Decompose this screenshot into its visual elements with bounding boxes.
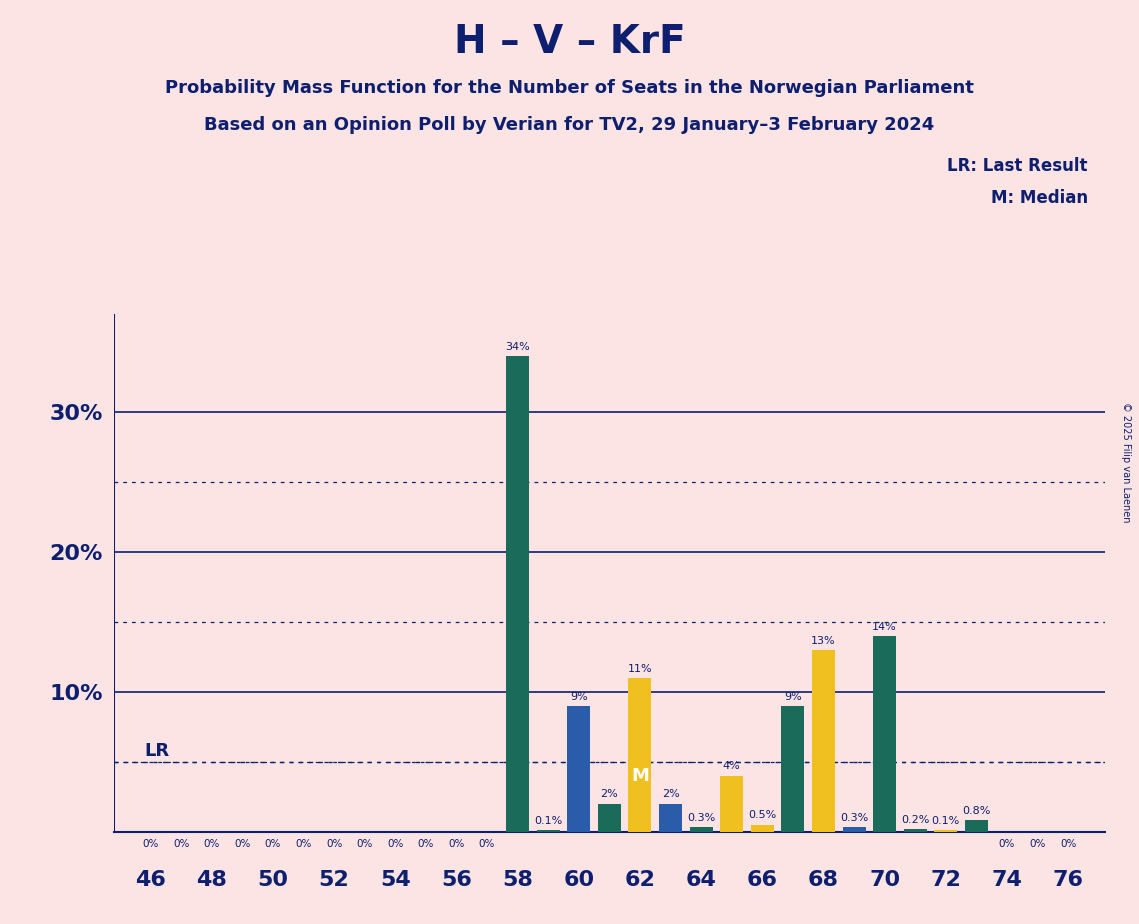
Text: 13%: 13% xyxy=(811,636,836,646)
Bar xyxy=(781,706,804,832)
Bar xyxy=(629,678,652,832)
Text: 14%: 14% xyxy=(872,622,898,632)
Text: 0.1%: 0.1% xyxy=(534,816,563,826)
Text: 0.3%: 0.3% xyxy=(687,813,715,823)
Text: 9%: 9% xyxy=(784,691,802,701)
Text: 0.5%: 0.5% xyxy=(748,810,777,821)
Text: 0%: 0% xyxy=(1060,839,1076,848)
Text: 0%: 0% xyxy=(142,839,158,848)
Text: H – V – KrF: H – V – KrF xyxy=(453,23,686,61)
Bar xyxy=(812,650,835,832)
Text: 0%: 0% xyxy=(326,839,343,848)
Text: 4%: 4% xyxy=(723,761,740,772)
Text: © 2025 Filip van Laenen: © 2025 Filip van Laenen xyxy=(1121,402,1131,522)
Text: 2%: 2% xyxy=(600,789,618,799)
Bar xyxy=(720,775,743,832)
Text: 0.8%: 0.8% xyxy=(962,807,991,816)
Text: 0%: 0% xyxy=(478,839,495,848)
Bar xyxy=(506,356,530,832)
Text: M: M xyxy=(631,767,649,785)
Text: 0%: 0% xyxy=(418,839,434,848)
Text: 0%: 0% xyxy=(1030,839,1046,848)
Text: 0%: 0% xyxy=(387,839,403,848)
Text: 0%: 0% xyxy=(204,839,220,848)
Text: 0%: 0% xyxy=(449,839,465,848)
Text: 11%: 11% xyxy=(628,663,653,674)
Text: LR: LR xyxy=(145,742,170,760)
Text: 0%: 0% xyxy=(999,839,1015,848)
Text: 2%: 2% xyxy=(662,789,679,799)
Text: LR: Last Result: LR: Last Result xyxy=(948,157,1088,175)
Bar xyxy=(567,706,590,832)
Text: 34%: 34% xyxy=(506,342,530,352)
Text: Based on an Opinion Poll by Verian for TV2, 29 January–3 February 2024: Based on an Opinion Poll by Verian for T… xyxy=(204,116,935,133)
Text: 0%: 0% xyxy=(235,839,251,848)
Text: 0%: 0% xyxy=(264,839,281,848)
Text: 0%: 0% xyxy=(295,839,312,848)
Text: 0.3%: 0.3% xyxy=(839,813,868,823)
Bar xyxy=(751,824,773,832)
Bar xyxy=(934,830,957,832)
Text: M: Median: M: Median xyxy=(991,189,1088,207)
Text: Probability Mass Function for the Number of Seats in the Norwegian Parliament: Probability Mass Function for the Number… xyxy=(165,79,974,96)
Bar xyxy=(903,829,927,832)
Bar xyxy=(874,636,896,832)
Bar xyxy=(689,827,713,832)
Text: 0.2%: 0.2% xyxy=(901,815,929,824)
Text: 0%: 0% xyxy=(173,839,189,848)
Bar xyxy=(965,821,988,832)
Bar xyxy=(659,804,682,832)
Bar xyxy=(536,830,559,832)
Bar xyxy=(598,804,621,832)
Text: 9%: 9% xyxy=(570,691,588,701)
Text: 0%: 0% xyxy=(357,839,372,848)
Text: 0.1%: 0.1% xyxy=(932,816,960,826)
Bar xyxy=(843,827,866,832)
